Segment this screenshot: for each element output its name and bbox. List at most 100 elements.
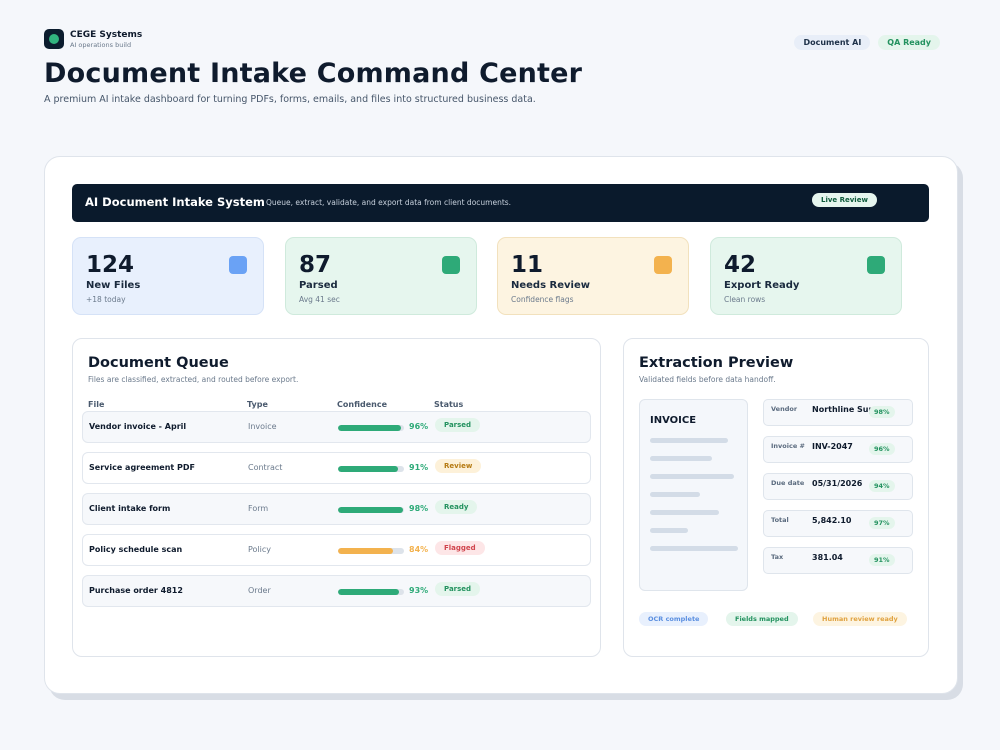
human-review-ready-tag: Human review ready — [813, 612, 907, 626]
stat-square-icon — [654, 256, 672, 274]
field-label: Vendor — [771, 405, 798, 413]
row-confidence: 91% — [409, 463, 429, 472]
confidence-fill — [338, 425, 402, 431]
status-badge: Review — [435, 459, 482, 473]
doc-line — [650, 528, 688, 533]
field-value: Northline Supply — [812, 405, 874, 414]
confidence-bar — [338, 425, 404, 431]
field-invoice-number[interactable]: Invoice # INV-2047 96% — [763, 436, 913, 463]
stat-value: 11 — [511, 252, 544, 278]
stat-sub: Confidence flags — [511, 295, 574, 304]
stat-sub: +18 today — [86, 295, 126, 304]
table-row[interactable]: Client intake form Form 98% Ready — [82, 493, 591, 525]
status-badge: Parsed — [435, 418, 481, 432]
field-label: Total — [771, 516, 789, 524]
doc-line — [650, 510, 719, 515]
preview-title: Extraction Preview — [639, 355, 794, 371]
stat-value: 87 — [299, 252, 332, 278]
stat-card-new-files[interactable]: 124 New Files +18 today — [72, 237, 264, 315]
column-header-confidence[interactable]: Confidence — [337, 400, 388, 409]
field-value: 5,842.10 — [812, 516, 852, 525]
row-confidence: 93% — [409, 586, 429, 595]
field-label: Invoice # — [771, 442, 805, 450]
page-subtitle: A premium AI intake dashboard for turnin… — [44, 94, 536, 105]
preview-subtitle: Validated fields before data handoff. — [639, 375, 776, 384]
system-title: AI Document Intake System — [85, 195, 265, 209]
column-header-status[interactable]: Status — [434, 400, 464, 409]
extraction-preview-panel: Extraction Preview Validated fields befo… — [623, 338, 929, 657]
confidence-fill — [338, 548, 394, 554]
confidence-bar — [338, 548, 404, 554]
confidence-fill — [338, 589, 400, 595]
field-label: Tax — [771, 553, 784, 561]
field-value: INV-2047 — [812, 442, 853, 451]
stat-value: 42 — [724, 252, 757, 278]
field-confidence-badge: 91% — [869, 554, 895, 566]
confidence-fill — [338, 507, 403, 513]
doc-line — [650, 438, 728, 443]
stat-square-icon — [229, 256, 247, 274]
stat-card-needs-review[interactable]: 11 Needs Review Confidence flags — [497, 237, 689, 315]
confidence-bar — [338, 589, 404, 595]
stat-card-export-ready[interactable]: 42 Export Ready Clean rows — [710, 237, 902, 315]
stat-square-icon — [867, 256, 885, 274]
field-total[interactable]: Total 5,842.10 97% — [763, 510, 913, 537]
column-header-file[interactable]: File — [88, 400, 105, 409]
field-vendor[interactable]: Vendor Northline Supply 98% — [763, 399, 913, 426]
doc-line — [650, 492, 700, 497]
system-description: Queue, extract, validate, and export dat… — [266, 198, 512, 207]
ocr-complete-tag: OCR complete — [639, 612, 709, 626]
status-badge: Flagged — [435, 541, 485, 555]
table-row[interactable]: Purchase order 4812 Order 93% Parsed — [82, 575, 591, 607]
brand: CEGE Systems AI operations build — [44, 29, 142, 49]
status-badge: Parsed — [435, 582, 481, 596]
live-review-button[interactable]: Live Review — [812, 193, 877, 207]
system-bar: AI Document Intake System Queue, extract… — [72, 184, 929, 222]
row-file: Policy schedule scan — [89, 545, 183, 554]
table-row[interactable]: Vendor invoice - April Invoice 96% Parse… — [82, 411, 591, 443]
row-file: Service agreement PDF — [89, 463, 195, 472]
row-file: Vendor invoice - April — [89, 422, 187, 431]
stat-label: Needs Review — [511, 280, 590, 291]
row-confidence: 96% — [409, 422, 429, 431]
brand-logo-icon — [44, 29, 64, 49]
page-title: Document Intake Command Center — [44, 58, 583, 89]
qa-ready-badge: QA Ready — [878, 35, 940, 50]
invoice-document-thumbnail[interactable]: INVOICE — [639, 399, 748, 591]
row-type: Order — [248, 586, 271, 595]
brand-subtitle: AI operations build — [70, 40, 132, 49]
queue-subtitle: Files are classified, extracted, and rou… — [88, 375, 299, 384]
table-row[interactable]: Service agreement PDF Contract 91% Revie… — [82, 452, 591, 484]
doc-line — [650, 474, 734, 479]
row-type: Policy — [248, 545, 272, 554]
confidence-fill — [338, 466, 399, 472]
header-badges: Document AI QA Ready — [794, 35, 940, 50]
field-due-date[interactable]: Due date 05/31/2026 94% — [763, 473, 913, 500]
field-tax[interactable]: Tax 381.04 91% — [763, 547, 913, 574]
field-confidence-badge: 98% — [869, 406, 895, 418]
stat-label: New Files — [86, 280, 141, 291]
stat-square-icon — [442, 256, 460, 274]
fields-mapped-tag: Fields mapped — [726, 612, 798, 626]
document-queue-panel: Document Queue Files are classified, ext… — [72, 338, 601, 657]
stat-label: Parsed — [299, 280, 338, 291]
row-confidence: 84% — [409, 545, 429, 554]
stat-value: 124 — [86, 252, 135, 278]
doc-line — [650, 456, 712, 461]
row-type: Contract — [248, 463, 283, 472]
stat-sub: Clean rows — [724, 295, 766, 304]
field-confidence-badge: 96% — [869, 443, 895, 455]
column-header-type[interactable]: Type — [247, 400, 268, 409]
field-confidence-badge: 97% — [869, 517, 895, 529]
brand-name: CEGE Systems — [70, 29, 143, 40]
stat-card-parsed[interactable]: 87 Parsed Avg 41 sec — [285, 237, 477, 315]
row-type: Form — [248, 504, 269, 513]
confidence-bar — [338, 507, 404, 513]
row-confidence: 98% — [409, 504, 429, 513]
stat-label: Export Ready — [724, 280, 800, 291]
row-file: Purchase order 4812 — [89, 586, 183, 595]
table-row[interactable]: Policy schedule scan Policy 84% Flagged — [82, 534, 591, 566]
document-ai-badge: Document AI — [794, 35, 871, 50]
stat-sub: Avg 41 sec — [299, 295, 340, 304]
field-value: 381.04 — [812, 553, 843, 562]
